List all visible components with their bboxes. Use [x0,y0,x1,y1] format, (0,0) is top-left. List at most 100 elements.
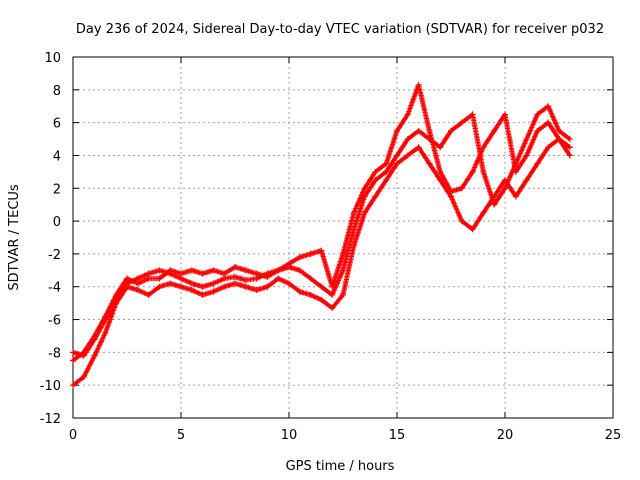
data-point [232,264,238,271]
data-point [502,185,508,192]
data-point [307,275,314,282]
data-point [372,177,379,184]
data-point [512,160,519,167]
x-tick-label: 15 [389,428,406,443]
data-point [404,152,411,159]
data-point [188,280,195,287]
data-point [221,283,228,290]
data-point [556,127,562,134]
data-point [556,136,562,143]
data-point [199,283,206,290]
data-point [491,201,498,208]
data-point [145,275,152,282]
data-point [178,270,184,277]
data-point [145,291,152,298]
data-point [70,382,76,389]
data-point [448,193,454,200]
y-tick-label: 6 [53,117,61,132]
data-point [350,209,357,216]
data-point [307,250,314,257]
y-tick-label: 0 [53,215,61,230]
data-point [156,283,163,290]
x-tick-label: 5 [177,428,185,443]
data-point [70,357,76,364]
data-point [383,160,390,167]
data-point [437,168,444,175]
data-point [361,193,368,200]
data-point [458,119,465,126]
data-point [534,127,541,134]
data-point [545,119,552,126]
data-point [415,144,422,151]
data-point [296,288,303,295]
data-point [102,313,109,320]
data-point [523,152,530,159]
y-tick-label: 8 [53,84,61,99]
data-point [167,280,174,287]
data-point [156,275,163,282]
data-point [329,305,336,312]
data-point [426,160,433,167]
data-point [437,177,444,184]
y-tick-label: -12 [40,412,61,427]
data-point [134,280,141,287]
data-point [91,332,98,339]
data-point [437,144,444,151]
series-1 [70,81,573,359]
data-point [404,136,411,143]
y-tick-label: 10 [44,51,61,66]
data-point [210,267,217,274]
data-point [242,277,249,284]
y-tick-label: -8 [48,346,61,361]
data-series [70,81,573,389]
data-point [426,127,433,134]
data-point [286,264,292,271]
data-point [361,185,368,192]
data-point [566,152,573,159]
data-point [70,349,76,356]
data-point [307,291,314,298]
data-point [480,168,487,175]
data-point [156,267,163,274]
chart-title: Day 236 of 2024, Sidereal Day-to-day VTE… [76,22,604,37]
data-point [91,352,98,359]
data-point [113,291,120,298]
data-point [318,283,325,290]
data-point [415,127,422,134]
series-2 [70,136,573,389]
x-tick-label: 10 [281,428,298,443]
data-point [512,193,519,200]
y-tick-label: 4 [53,149,61,164]
data-point [502,111,508,118]
data-point [523,136,530,143]
data-point [242,267,249,274]
data-point [199,291,206,298]
data-point [232,280,238,287]
data-point [102,329,109,336]
y-tick-label: 2 [53,182,61,197]
data-point [199,270,206,277]
data-point [318,247,325,254]
data-point [188,287,195,294]
data-point [242,283,249,290]
data-point [188,267,195,274]
data-point [134,287,141,294]
data-point [372,193,379,200]
x-tick-label: 0 [69,428,77,443]
y-tick-label: -2 [48,248,61,263]
data-point [469,168,476,175]
series-markers [71,104,572,363]
y-tick-label: -10 [40,379,61,394]
data-point [124,283,130,290]
ticks: 0 5 10 15 20 25 -12 -10 -8 -6 -4 -2 0 2 4 6 8 10 [40,51,622,443]
data-point [545,144,552,151]
data-point [264,283,271,290]
data-point [394,160,400,167]
plot-frame [72,56,614,419]
data-point [350,226,357,233]
series-markers [71,137,572,387]
data-point [329,291,336,298]
data-point [566,144,573,151]
data-point [394,127,400,134]
x-tick-label: 25 [605,428,622,443]
